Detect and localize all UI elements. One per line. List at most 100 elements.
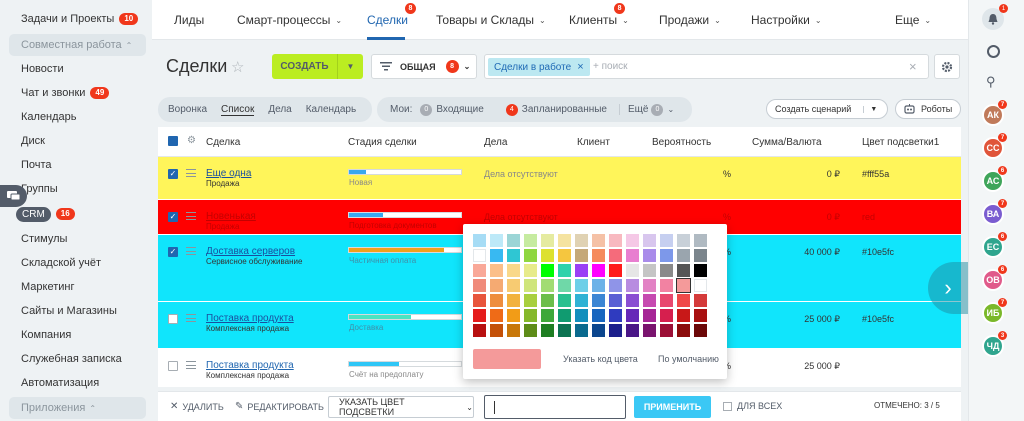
color-swatch[interactable] [609, 249, 622, 262]
column-header-deal[interactable]: Сделка [206, 137, 241, 148]
stage-progress[interactable] [348, 361, 462, 367]
bell-icon[interactable]: 1 [982, 4, 1008, 30]
color-swatch[interactable] [507, 249, 520, 262]
filter-preset-button[interactable]: ОБЩАЯ 8 ⌄ [371, 54, 477, 79]
color-swatch[interactable] [643, 249, 656, 262]
table-row[interactable]: ✓ Еще одна Продажа Новая Дела отсутствуют% 0 … [158, 157, 961, 200]
color-swatch[interactable] [660, 279, 673, 292]
color-swatch[interactable] [677, 249, 690, 262]
column-header-stage[interactable]: Стадия сделки [348, 137, 417, 148]
deal-title[interactable]: Новенькая [206, 211, 256, 222]
close-icon[interactable]: × [577, 61, 584, 73]
color-swatch[interactable] [541, 279, 554, 292]
menu-icon[interactable] [186, 212, 196, 220]
deal-title[interactable]: Поставка продукта [206, 360, 294, 371]
row-checkbox[interactable] [168, 314, 178, 324]
nav-item-sales[interactable]: Продажи ⌄ [659, 13, 721, 27]
color-swatch[interactable] [626, 309, 639, 322]
color-swatch[interactable] [643, 279, 656, 292]
row-checkbox[interactable]: ✓ [168, 212, 178, 222]
color-swatch[interactable] [592, 294, 605, 307]
color-swatch[interactable] [473, 294, 486, 307]
color-swatch[interactable] [626, 279, 639, 292]
sidebar-item-news[interactable]: Новости [21, 60, 64, 78]
color-swatch[interactable] [609, 234, 622, 247]
color-swatch[interactable] [558, 249, 571, 262]
tab-activities[interactable]: Дела [268, 104, 292, 115]
avatar[interactable]: СС 7 [982, 133, 1007, 159]
color-swatch[interactable] [592, 279, 605, 292]
color-swatch[interactable] [541, 249, 554, 262]
chat-bubble-icon[interactable] [0, 185, 27, 207]
color-swatch[interactable] [507, 294, 520, 307]
avatar[interactable]: ИБ 7 [982, 298, 1007, 324]
settings-button[interactable] [934, 54, 960, 79]
color-swatch[interactable] [660, 324, 673, 337]
chat-icon[interactable] [987, 45, 1000, 58]
menu-icon[interactable] [186, 169, 196, 177]
color-swatch[interactable] [507, 279, 520, 292]
color-swatch[interactable] [558, 294, 571, 307]
create-scenario-button[interactable]: Создать сценарий ▼ [766, 99, 888, 119]
edit-button[interactable]: ✎ РЕДАКТИРОВАТЬ [235, 401, 324, 412]
search-filter-tag[interactable]: Сделки в работе × [488, 58, 590, 76]
color-swatch[interactable] [490, 234, 503, 247]
color-swatch[interactable] [694, 309, 707, 322]
apply-button[interactable]: ПРИМЕНИТЬ [634, 396, 711, 418]
color-swatch[interactable] [490, 264, 503, 277]
menu-icon[interactable] [186, 247, 196, 255]
color-swatch[interactable] [694, 294, 707, 307]
avatar[interactable]: ЕС 6 [982, 232, 1007, 258]
chevron-right-icon[interactable]: › [928, 262, 968, 314]
nav-item-clients[interactable]: Клиенты 8 ⌄ [569, 3, 629, 27]
color-swatch[interactable] [541, 309, 554, 322]
color-swatch[interactable] [558, 234, 571, 247]
color-swatch[interactable] [541, 234, 554, 247]
color-swatch[interactable] [592, 264, 605, 277]
sidebar-item-automation[interactable]: Автоматизация [21, 374, 99, 392]
color-swatch[interactable] [558, 279, 571, 292]
color-swatch[interactable] [473, 249, 486, 262]
delete-button[interactable]: ✕ УДАЛИТЬ [170, 401, 224, 412]
color-swatch[interactable] [507, 264, 520, 277]
color-code-input[interactable] [484, 395, 626, 419]
sidebar-item-crm[interactable]: CRM 16 [16, 205, 75, 223]
sidebar-item-mail[interactable]: Почта [21, 156, 52, 174]
sidebar-item-disk[interactable]: Диск [21, 132, 45, 150]
color-swatch[interactable] [524, 294, 537, 307]
color-swatch[interactable] [473, 264, 486, 277]
highlight-color-select[interactable]: УКАЗАТЬ ЦВЕТ ПОДСВЕТКИ ⌄ [328, 396, 474, 418]
color-swatch[interactable] [575, 279, 588, 292]
sidebar-group-apps[interactable]: Приложения ⌃ [9, 397, 146, 419]
color-swatch[interactable] [694, 324, 707, 337]
color-swatch[interactable] [473, 234, 486, 247]
table-row[interactable]: ✓ Новенькая Продажа Подготовка документов Де… [158, 200, 961, 235]
stage-progress[interactable] [348, 247, 462, 253]
color-swatch[interactable] [694, 279, 707, 292]
color-swatch[interactable] [643, 324, 656, 337]
color-swatch[interactable] [524, 279, 537, 292]
avatar[interactable]: АК 7 [982, 100, 1007, 126]
chevron-down-icon[interactable]: ⌄ [667, 105, 675, 114]
color-swatch[interactable] [473, 279, 486, 292]
star-icon[interactable]: ☆ [231, 59, 245, 76]
sidebar-item-groups[interactable]: Группы [21, 180, 58, 198]
menu-icon[interactable] [186, 361, 196, 369]
avatar[interactable]: ОВ 6 [982, 265, 1007, 291]
column-header-activities[interactable]: Дела [484, 137, 508, 148]
default-color-link[interactable]: По умолчанию [658, 354, 719, 364]
scrollbar[interactable] [1018, 0, 1024, 421]
color-swatch[interactable] [558, 264, 571, 277]
color-swatch[interactable] [541, 264, 554, 277]
stage-progress[interactable] [348, 169, 462, 175]
stage-progress[interactable] [348, 314, 462, 320]
sidebar-item-marketing[interactable]: Маркетинг [21, 278, 74, 296]
menu-icon[interactable] [186, 314, 196, 322]
sidebar-item-calendar[interactable]: Календарь [21, 108, 77, 126]
color-swatch[interactable] [524, 249, 537, 262]
color-swatch[interactable] [575, 249, 588, 262]
color-swatch[interactable] [660, 294, 673, 307]
color-swatch[interactable] [507, 234, 520, 247]
color-swatch[interactable] [694, 234, 707, 247]
row-checkbox[interactable] [168, 361, 178, 371]
